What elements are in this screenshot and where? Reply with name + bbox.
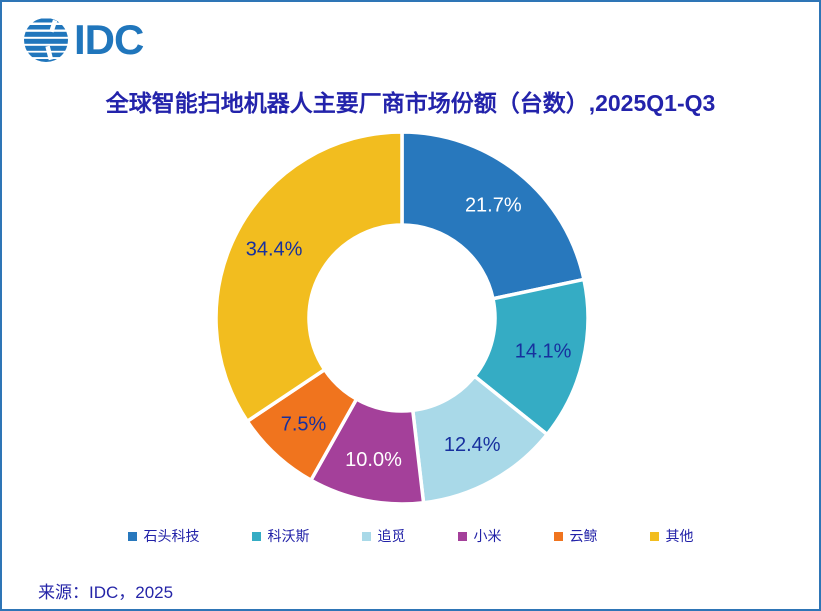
slice-value-label-石头科技: 21.7% <box>465 194 522 216</box>
legend-item-追觅: 追觅 <box>361 526 406 546</box>
legend-label-石头科技: 石头科技 <box>143 528 200 544</box>
legend-marker-其他 <box>649 531 659 541</box>
legend-label-云鲸: 云鲸 <box>569 528 598 544</box>
legend-label-其他: 其他 <box>665 528 694 544</box>
legend-marker-追觅 <box>361 531 371 541</box>
legend-marker-云鲸 <box>553 531 563 541</box>
legend-marker-石头科技 <box>127 531 137 541</box>
legend-label-追觅: 追觅 <box>377 528 406 544</box>
legend-item-云鲸: 云鲸 <box>553 526 598 546</box>
legend-label-科沃斯: 科沃斯 <box>267 528 310 544</box>
legend-item-其他: 其他 <box>649 526 694 546</box>
source-note: 来源：IDC，2025 <box>38 583 174 602</box>
idc-globe-icon <box>24 18 68 62</box>
legend-item-石头科技: 石头科技 <box>127 526 200 546</box>
slice-value-label-其他: 34.4% <box>246 239 303 261</box>
donut-chart: 21.7% 14.1% 12.4% 10.0% 7.5% 34.4% <box>182 120 622 520</box>
slice-value-label-追觅: 12.4% <box>444 434 501 456</box>
chart-title: 全球智能扫地机器人主要厂商市场份额（台数）,2025Q1-Q3 <box>105 90 716 116</box>
idc-logo: IDC <box>22 16 144 64</box>
slice-value-label-小米: 10.0% <box>345 449 402 471</box>
donut-chart-svg: 21.7% 14.1% 12.4% 10.0% 7.5% 34.4% <box>214 130 590 506</box>
legend: 石头科技 科沃斯 追觅 小米 云鲸 其他 <box>2 526 819 546</box>
legend-marker-小米 <box>457 531 467 541</box>
idc-logo-text: IDC <box>74 16 144 63</box>
legend-label-小米: 小米 <box>473 528 502 544</box>
legend-item-小米: 小米 <box>457 526 502 546</box>
legend-item-科沃斯: 科沃斯 <box>251 526 310 546</box>
pie-slice-石头科技 <box>400 130 586 301</box>
pie-slice-其他 <box>214 130 404 423</box>
slice-value-label-云鲸: 7.5% <box>281 413 327 435</box>
legend-marker-科沃斯 <box>251 531 261 541</box>
slice-value-label-科沃斯: 14.1% <box>515 341 572 363</box>
